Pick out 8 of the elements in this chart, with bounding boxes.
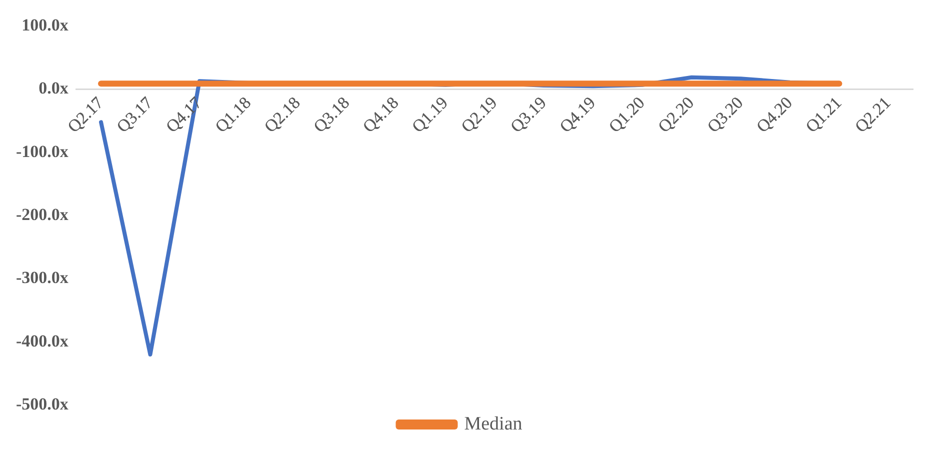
y-tick-label: 0.0x (38, 78, 69, 98)
y-tick-label: -100.0x (16, 142, 69, 161)
y-tick-label: 100.0x (22, 16, 69, 35)
y-tick-label: -400.0x (16, 331, 69, 350)
y-tick-label: -200.0x (16, 204, 69, 224)
y-tick-label: -500.0x (16, 394, 69, 414)
y-tick-label: -300.0x (16, 268, 69, 288)
legend-label: Median (464, 413, 523, 434)
